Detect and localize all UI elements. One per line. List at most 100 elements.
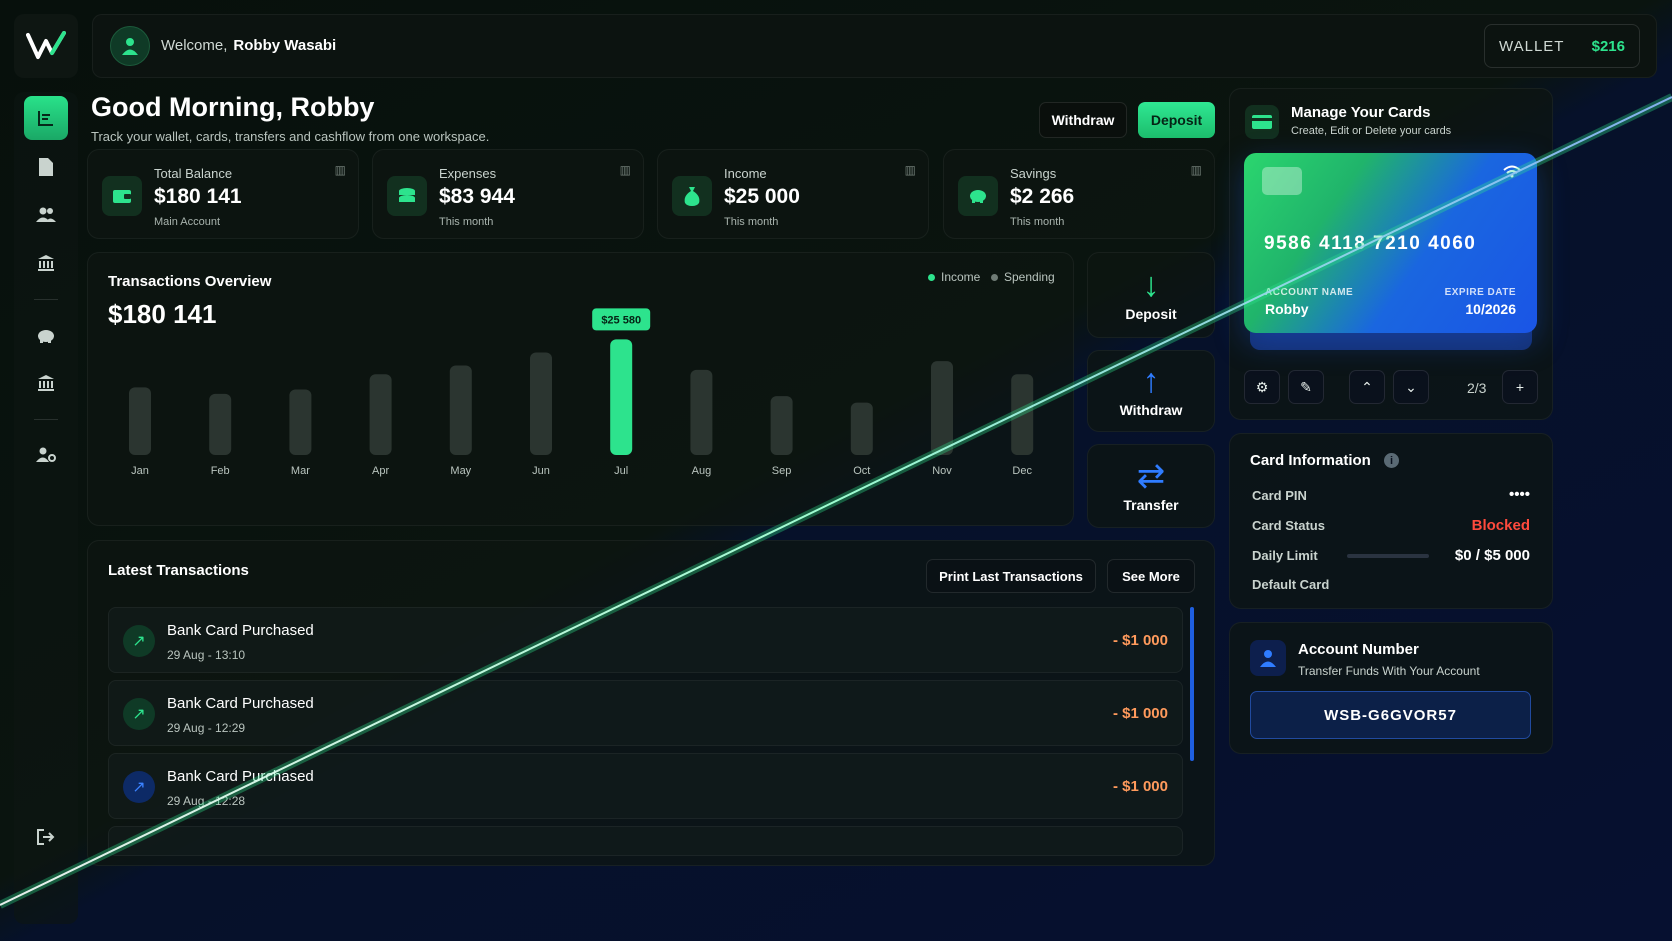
bar-jan[interactable]: [129, 387, 151, 455]
bar-jul[interactable]: [610, 339, 633, 455]
txn-amount: - $1 000: [1112, 705, 1168, 722]
mini-chart-icon[interactable]: ▥: [904, 163, 916, 177]
external-link-icon: ↗: [123, 771, 155, 803]
bar-nov[interactable]: [931, 361, 953, 455]
account-name-label: ACCOUNT NAME: [1265, 287, 1354, 298]
sidebar-item-savings[interactable]: [24, 313, 68, 357]
bank-card[interactable]: 9586 4118 7210 4060 ACCOUNT NAME Robby E…: [1244, 153, 1537, 333]
account-number-field[interactable]: WSB-G6GVOR57: [1250, 691, 1531, 739]
bar-dec[interactable]: [1011, 374, 1034, 455]
stat-value: $25 000: [724, 185, 800, 208]
card-icon: [1245, 105, 1279, 139]
deposit-button[interactable]: Deposit: [1138, 102, 1215, 138]
user-avatar[interactable]: [110, 26, 150, 66]
bar-oct[interactable]: [850, 402, 873, 455]
plus-icon: +: [1515, 379, 1525, 395]
bar-aug[interactable]: [690, 369, 713, 455]
arrow-down-icon: ↓: [1142, 266, 1160, 304]
account-name: Robby: [1265, 301, 1309, 317]
chart-icon: [38, 111, 53, 126]
coins-icon: [387, 176, 427, 216]
piggy-bank-icon: [38, 330, 54, 343]
wallet-amount: $216: [1591, 37, 1625, 55]
card-info-title: Card Information: [1250, 452, 1371, 469]
mini-chart-icon[interactable]: ▥: [619, 163, 631, 177]
card-information-panel: Card Information i Card PIN •••• Card St…: [1229, 433, 1553, 609]
expire-date: 10/2026: [1465, 301, 1516, 317]
bank-icon: [38, 375, 54, 391]
tick-label-sep: Sep: [772, 465, 792, 477]
bar-mar[interactable]: [289, 389, 312, 455]
stat-card-expenses[interactable]: Expenses $83 944 This month ▥: [372, 149, 644, 239]
card-number: 9586 4118 7210 4060: [1264, 233, 1477, 254]
logout-button[interactable]: [24, 815, 68, 859]
tick-label-dec: Dec: [1012, 465, 1032, 477]
user-settings-icon: [36, 447, 56, 462]
wifi-icon: [1503, 165, 1521, 184]
status-label: Card Status: [1252, 518, 1325, 533]
card-prev-button[interactable]: ⌃: [1349, 370, 1385, 404]
transactions-overview: Transactions Overview $180 141 Income Sp…: [87, 252, 1074, 526]
document-icon: [39, 158, 53, 176]
mini-chart-icon[interactable]: ▥: [1190, 163, 1202, 177]
card-edit-button[interactable]: ✎: [1288, 370, 1324, 404]
arrow-up-icon: ↑: [1142, 362, 1160, 400]
stat-value: $180 141: [154, 185, 242, 208]
latest-title: Latest Transactions: [108, 562, 249, 579]
stat-sub: This month: [439, 216, 494, 228]
quick-deposit-label: Deposit: [1125, 306, 1177, 322]
stat-title: Savings: [1010, 166, 1057, 181]
quick-transfer-button[interactable]: ⇄ Transfer: [1087, 444, 1215, 528]
tick-label-jun: Jun: [532, 465, 550, 477]
status-badge: Blocked: [1471, 517, 1530, 534]
card-next-button[interactable]: ⌄: [1393, 370, 1429, 404]
table-row[interactable]: ↗ Bank Card Purchased 29 Aug - 12:28 - $…: [108, 753, 1183, 819]
chevron-down-icon: ⌄: [1405, 378, 1417, 395]
stat-card-savings[interactable]: Savings $2 266 This month ▥: [943, 149, 1215, 239]
bar-chart[interactable]: Jan Feb Mar Apr May Jun Jul $25 580 Aug Sep Oct Nov…: [88, 253, 1075, 527]
sidebar-item-bank-2[interactable]: [24, 361, 68, 405]
sidebar-item-bank[interactable]: [24, 241, 68, 285]
logo-icon: [26, 31, 66, 59]
limit-label: Daily Limit: [1252, 548, 1318, 563]
quick-transfer-label: Transfer: [1123, 497, 1179, 513]
bar-feb[interactable]: [209, 393, 232, 455]
expire-label: EXPIRE DATE: [1444, 287, 1516, 298]
stat-title: Total Balance: [154, 166, 233, 181]
bar-may[interactable]: [449, 365, 472, 455]
table-row[interactable]: [108, 826, 1183, 856]
add-card-button[interactable]: +: [1502, 370, 1538, 404]
withdraw-button[interactable]: Withdraw: [1039, 102, 1127, 138]
stat-sub: This month: [724, 216, 779, 228]
print-transactions-button[interactable]: Print Last Transactions: [926, 559, 1096, 593]
money-bag-icon: [672, 176, 712, 216]
bar-apr[interactable]: [369, 374, 392, 455]
table-row[interactable]: ↗ Bank Card Purchased 29 Aug - 12:29 - $…: [108, 680, 1183, 746]
stat-card-income[interactable]: Income $25 000 This month ▥: [657, 149, 929, 239]
table-row[interactable]: ↗ Bank Card Purchased 29 Aug - 13:10 - $…: [108, 607, 1183, 673]
see-more-button[interactable]: See More: [1107, 559, 1195, 593]
info-icon[interactable]: i: [1384, 453, 1399, 468]
card-settings-button[interactable]: ⚙: [1244, 370, 1280, 404]
app-logo[interactable]: [14, 14, 78, 78]
chevron-up-icon: ⌃: [1361, 378, 1373, 395]
scrollbar[interactable]: [1190, 607, 1194, 761]
sidebar-item-users[interactable]: [24, 193, 68, 237]
sidebar-item-dashboard[interactable]: [24, 96, 68, 140]
quick-deposit-button[interactable]: ↓ Deposit: [1087, 252, 1215, 338]
txn-name: Bank Card Purchased: [167, 768, 314, 785]
stat-card-total-balance[interactable]: Total Balance $180 141 Main Account ▥: [87, 149, 359, 239]
gear-icon: ⚙: [1255, 378, 1269, 395]
sidebar-item-user-settings[interactable]: [24, 433, 68, 477]
mini-chart-icon[interactable]: ▥: [334, 163, 346, 177]
quick-withdraw-button[interactable]: ↑ Withdraw: [1087, 350, 1215, 432]
bar-sep[interactable]: [770, 396, 793, 455]
pin-value[interactable]: ••••: [1508, 486, 1530, 503]
tick-label-jan: Jan: [131, 465, 149, 477]
sidebar-item-documents[interactable]: [24, 145, 68, 189]
user-icon: [122, 38, 138, 55]
bar-jun[interactable]: [530, 352, 552, 455]
txn-name: Bank Card Purchased: [167, 622, 314, 639]
wallet-badge[interactable]: WALLET $216: [1484, 24, 1640, 68]
txn-time: 29 Aug - 13:10: [167, 648, 246, 662]
